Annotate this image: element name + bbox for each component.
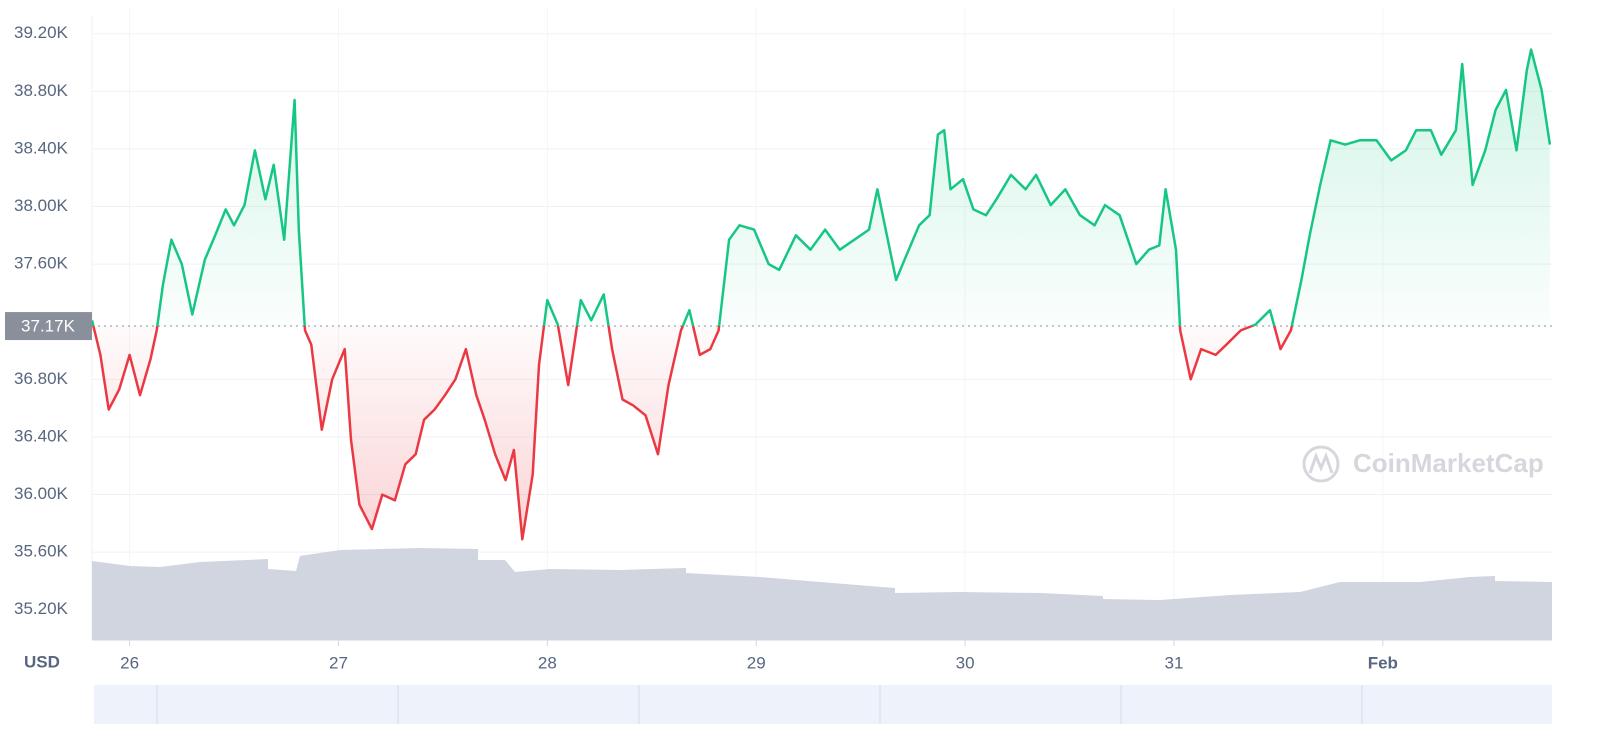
baseline-label: 37.17K [21,317,76,336]
x-tick-label: 31 [1164,653,1183,672]
watermark: CoinMarketCap [1302,445,1544,483]
y-unit: USD [24,652,60,671]
x-tick-label: 27 [329,653,348,672]
y-tick-label: 36.00K [14,484,69,503]
y-tick-label: 38.00K [14,196,69,215]
volume-area [92,548,1552,640]
x-tick-label: 28 [538,653,557,672]
y-tick-label: 35.20K [14,599,69,618]
y-tick-label: 35.60K [14,542,69,561]
navigator-dividers [156,685,1363,724]
y-tick-label: 37.60K [14,254,69,273]
x-tick-label: Feb [1368,653,1398,672]
watermark-logo [1302,445,1340,483]
y-tick-label: 36.80K [14,369,69,388]
y-tick-label: 36.40K [14,426,69,445]
watermark-logo-mark [1308,451,1334,474]
x-tick-label: 30 [956,653,975,672]
baseline-label-box [5,312,92,341]
price-line [90,48,1552,541]
x-tick-label: 29 [747,653,766,672]
y-tick-label: 38.80K [14,81,69,100]
navigator [94,685,1552,724]
watermark-text: CoinMarketCap [1353,448,1544,478]
y-tick-label: 38.40K [14,138,69,157]
area-fill [92,49,1550,540]
x-tick-label: 26 [120,653,139,672]
y-tick-label: 39.20K [14,23,69,42]
